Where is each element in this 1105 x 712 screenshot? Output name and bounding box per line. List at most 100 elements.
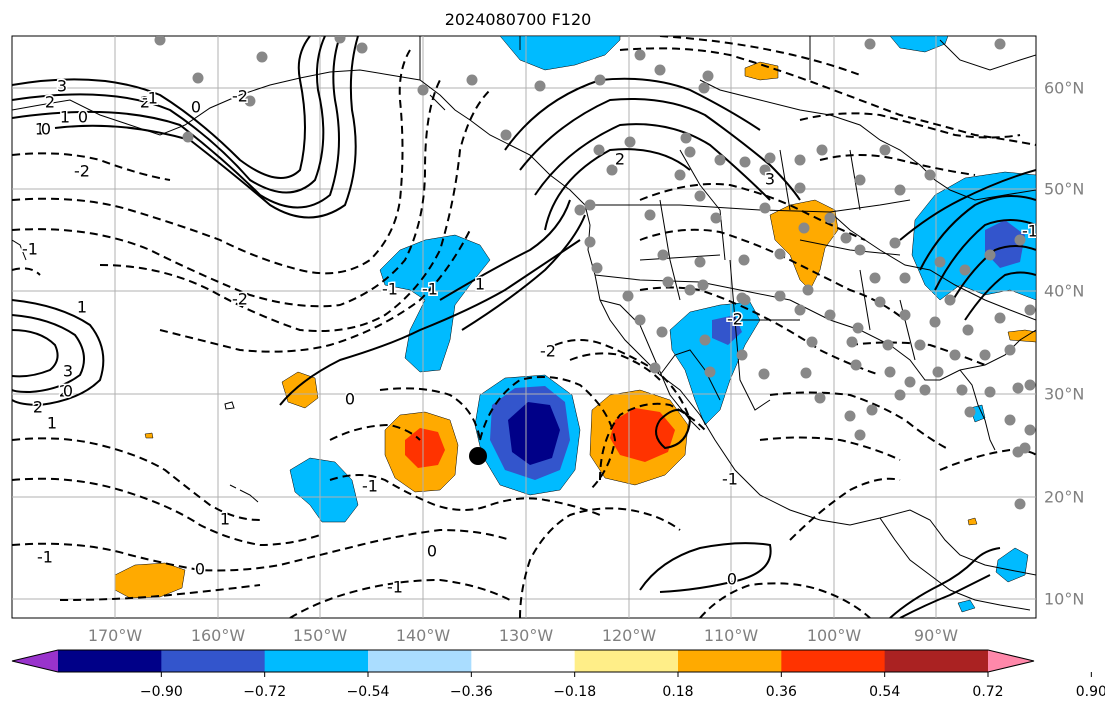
contour-label: 1 [220,510,230,529]
station-marker [591,262,603,274]
station-marker [944,294,956,306]
station-marker [634,49,646,61]
pos-region-hawaii-e-strong [405,428,445,468]
latitude-label: 50°N [1044,179,1085,199]
pos-region-pac-south [114,562,186,599]
station-marker [1004,414,1016,426]
station-marker [662,276,674,288]
contour-label: 2 [45,93,55,112]
station-marker [192,72,204,84]
station-marker [794,182,806,194]
station-marker [850,359,862,371]
station-marker [500,129,512,141]
longitude-label: 100°W [806,626,862,645]
station-marker [759,202,771,214]
storm-center-marker [469,447,487,465]
neg-region-mexico-strong [712,315,742,345]
neg-region-pac-central-max [508,402,560,465]
station-marker [774,248,786,260]
station-marker [904,376,916,388]
contour-label: -1 [422,280,438,299]
longitude-label: 140°W [395,626,451,645]
station-marker [869,272,881,284]
latitude-label: 10°N [1044,589,1085,609]
station-marker [794,304,806,316]
station-marker [417,84,429,96]
station-marker [1012,382,1024,394]
station-marker [644,209,656,221]
station-marker [624,136,636,148]
contour-label: -1 [722,470,738,489]
contour-label: -1 [22,240,38,259]
pos-region-hudson-sm [744,61,779,81]
station-marker [654,64,666,76]
contour-label: 1 [77,298,87,317]
pos-region-tiny-1 [144,432,154,439]
contour-label: 1 [47,414,57,433]
station-marker [1024,424,1036,436]
station-marker [814,392,826,404]
contour-label: 1 [475,275,485,294]
contour-label: 2 [33,398,43,417]
contour-label: -2 [232,290,248,309]
contour-label: 0 [345,390,355,409]
station-marker [932,366,944,378]
station-marker [979,349,991,361]
pos-region-tiny-2 [967,517,978,526]
station-marker [994,312,1006,324]
station-marker [1012,446,1024,458]
station-marker [699,334,711,346]
colorbar-segment [884,650,989,672]
station-marker [1024,379,1036,391]
station-marker [964,406,976,418]
neg-region-hudson [889,36,949,53]
pos-region-pac-midw [281,371,319,409]
latitude-label: 40°N [1044,281,1085,301]
colorbar-tick-label: 0.54 [869,684,901,700]
colorbar-tick-label: −0.72 [243,684,287,700]
contour-label: -2 [540,342,556,361]
colorbar-tick-label: −0.36 [449,684,493,700]
solid-contours [12,36,1036,618]
station-marker [984,386,996,398]
colorbar-segment [574,650,679,672]
contour-label: -1 [37,548,53,567]
station-marker [759,164,771,176]
station-marker [924,169,936,181]
station-marker [794,154,806,166]
station-marker [714,154,726,166]
station-marker [774,290,786,302]
dashed-contours [12,36,1036,618]
longitude-label: 160°W [190,626,246,645]
station-marker [879,144,891,156]
neg-region-caribbean [957,599,976,613]
contour-label: 0 [78,108,88,127]
station-marker [594,74,606,86]
neg-region-gulf-alaska [499,36,621,71]
contour-label: 2 [140,93,150,112]
station-marker [1014,234,1026,246]
contour-label: -2 [727,310,743,329]
station-marker [1024,304,1036,316]
contour-label: 0 [41,120,51,139]
station-marker [854,244,866,256]
pos-region-plains [769,199,839,291]
station-marker [674,169,686,181]
colorbar-segment [58,650,162,672]
longitude-label: 130°W [498,626,554,645]
colorbar-tick-label: 0.18 [662,684,694,700]
station-marker [824,309,836,321]
station-marker [882,339,894,351]
station-marker [899,272,911,284]
station-marker [182,131,194,143]
station-marker [934,256,946,268]
colorbar-tick-label: −0.18 [553,684,597,700]
station-marker [574,204,586,216]
station-marker [899,309,911,321]
station-marker [584,199,596,211]
neg-region-pac-north [379,234,491,373]
colorbar-extend-low [12,650,58,672]
contour-label: -1 [382,280,398,299]
station-marker [356,42,368,54]
contour-label: 2 [59,382,69,401]
